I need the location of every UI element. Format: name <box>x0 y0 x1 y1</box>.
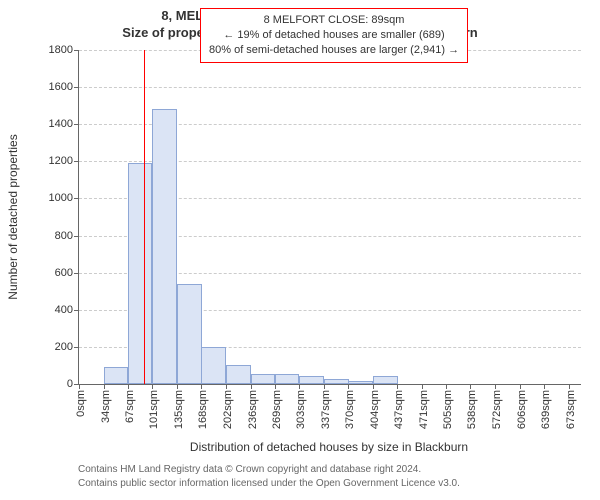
x-tick-label: 303sqm <box>295 390 307 429</box>
footer-copyright-line2: Contains public sector information licen… <box>78 478 460 489</box>
x-tick <box>177 384 178 389</box>
histogram-bar <box>324 379 349 384</box>
y-tick-label: 1200 <box>49 155 79 167</box>
x-tick <box>275 384 276 389</box>
histogram-bar <box>104 367 129 384</box>
x-tick <box>128 384 129 389</box>
x-tick <box>397 384 398 389</box>
x-tick <box>373 384 374 389</box>
histogram-plot-area: 0200400600800100012001400160018008 MELFO… <box>78 50 581 385</box>
x-tick-label: 471sqm <box>418 390 430 429</box>
y-tick-label: 600 <box>55 267 79 279</box>
x-tick-label: 0sqm <box>75 390 87 417</box>
histogram-bar <box>201 347 226 384</box>
x-tick <box>569 384 570 389</box>
x-tick-label: 337sqm <box>320 390 332 429</box>
x-tick-label: 538sqm <box>466 390 478 429</box>
y-tick-label: 1400 <box>49 118 79 130</box>
x-tick <box>299 384 300 389</box>
histogram-bar <box>177 284 202 384</box>
x-tick-label: 572sqm <box>491 390 503 429</box>
x-tick-label: 101sqm <box>148 390 160 429</box>
property-marker-line <box>144 50 145 384</box>
histogram-bar <box>299 376 324 384</box>
histogram-bar <box>152 109 177 384</box>
x-tick <box>104 384 105 389</box>
x-tick-label: 639sqm <box>540 390 552 429</box>
x-axis-label: Distribution of detached houses by size … <box>190 440 468 454</box>
x-tick-label: 34sqm <box>100 390 112 423</box>
x-tick <box>152 384 153 389</box>
x-tick <box>422 384 423 389</box>
histogram-bar <box>373 376 398 384</box>
x-tick <box>495 384 496 389</box>
y-tick-label: 0 <box>67 378 79 390</box>
annotation-line: ← 19% of detached houses are smaller (68… <box>209 28 459 43</box>
histogram-bar <box>226 365 251 384</box>
x-tick-label: 673sqm <box>565 390 577 429</box>
x-tick-label: 437sqm <box>393 390 405 429</box>
x-tick-label: 269sqm <box>271 390 283 429</box>
x-tick <box>544 384 545 389</box>
y-tick-label: 1000 <box>49 192 79 204</box>
x-tick-label: 135sqm <box>173 390 185 429</box>
x-tick <box>201 384 202 389</box>
annotation-line: 80% of semi-detached houses are larger (… <box>209 43 459 58</box>
x-tick-label: 606sqm <box>516 390 528 429</box>
histogram-bar <box>275 374 300 384</box>
histogram-bar <box>128 163 153 384</box>
x-tick-label: 67sqm <box>124 390 136 423</box>
annotation-line: 8 MELFORT CLOSE: 89sqm <box>209 13 459 28</box>
x-tick <box>226 384 227 389</box>
x-tick <box>79 384 80 389</box>
x-tick <box>251 384 252 389</box>
footer-copyright-line1: Contains HM Land Registry data © Crown c… <box>78 464 421 475</box>
annotation-box: 8 MELFORT CLOSE: 89sqm← 19% of detached … <box>200 8 468 63</box>
y-tick-label: 800 <box>55 230 79 242</box>
y-tick-label: 1800 <box>49 44 79 56</box>
y-tick-label: 400 <box>55 304 79 316</box>
x-tick-label: 168sqm <box>197 390 209 429</box>
x-tick-label: 404sqm <box>369 390 381 429</box>
histogram-bar <box>251 374 276 384</box>
x-tick <box>324 384 325 389</box>
x-tick-label: 370sqm <box>344 390 356 429</box>
histogram-bar <box>348 381 373 384</box>
y-tick-label: 1600 <box>49 81 79 93</box>
x-tick <box>520 384 521 389</box>
x-tick <box>470 384 471 389</box>
y-axis-label: Number of detached properties <box>6 134 20 299</box>
x-tick <box>446 384 447 389</box>
x-tick-label: 236sqm <box>247 390 259 429</box>
gridline <box>79 87 581 88</box>
x-tick-label: 505sqm <box>442 390 454 429</box>
x-tick-label: 202sqm <box>222 390 234 429</box>
x-tick <box>348 384 349 389</box>
y-tick-label: 200 <box>55 341 79 353</box>
